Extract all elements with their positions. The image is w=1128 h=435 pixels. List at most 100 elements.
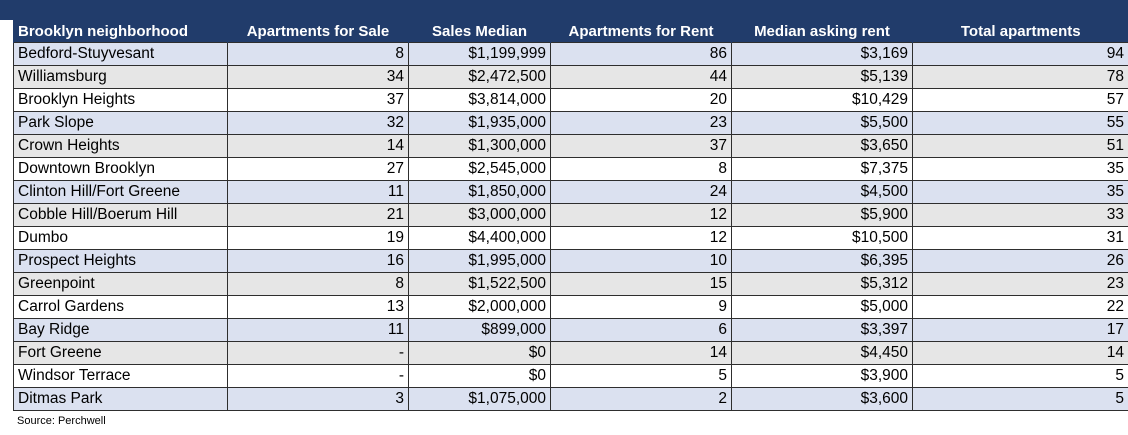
table-row: Williamsburg 34 $2,472,500 44 $5,139 78 (13, 65, 1128, 89)
asking-rent-cell: $7,375 (731, 157, 913, 181)
neighborhood-cell: Windsor Terrace (13, 364, 228, 388)
for-rent-cell: 12 (550, 226, 732, 250)
total-cell: 26 (912, 249, 1128, 273)
table-row: Ditmas Park 3 $1,075,000 2 $3,600 5 (13, 387, 1128, 411)
for-rent-cell: 6 (550, 318, 732, 342)
table-row: Bay Ridge 11 $899,000 6 $3,397 17 (13, 318, 1128, 342)
total-cell: 51 (912, 134, 1128, 158)
neighborhood-cell: Carrol Gardens (13, 295, 228, 319)
sales-median-cell: $1,935,000 (408, 111, 551, 135)
for-rent-cell: 37 (550, 134, 732, 158)
table-row: Crown Heights 14 $1,300,000 37 $3,650 51 (13, 134, 1128, 158)
neighborhood-cell: Crown Heights (13, 134, 228, 158)
table-body: Bedford-Stuyvesant 8 $1,199,999 86 $3,169 94 W… (13, 42, 1128, 411)
asking-rent-cell: $6,395 (731, 249, 913, 273)
total-cell: 17 (912, 318, 1128, 342)
sales-median-cell: $1,995,000 (408, 249, 551, 273)
table-row: Cobble Hill/Boerum Hill 21 $3,000,000 12 $5,… (13, 203, 1128, 227)
asking-rent-cell: $5,900 (731, 203, 913, 227)
asking-rent-cell: $3,900 (731, 364, 913, 388)
column-header-neighborhood: Brooklyn neighborhood (13, 20, 228, 43)
sales-median-cell: $2,472,500 (408, 65, 551, 89)
sales-median-cell: $3,000,000 (408, 203, 551, 227)
for-rent-cell: 15 (550, 272, 732, 296)
asking-rent-cell: $4,450 (731, 341, 913, 365)
for-rent-cell: 20 (550, 88, 732, 112)
sales-median-cell: $2,000,000 (408, 295, 551, 319)
asking-rent-cell: $4,500 (731, 180, 913, 204)
total-cell: 33 (912, 203, 1128, 227)
sales-median-cell: $899,000 (408, 318, 551, 342)
asking-rent-cell: $5,500 (731, 111, 913, 135)
sales-median-cell: $1,522,500 (408, 272, 551, 296)
table-row: Dumbo 19 $4,400,000 12 $10,500 31 (13, 226, 1128, 250)
column-header-sales-median: Sales Median (408, 20, 551, 43)
for-sale-cell: 19 (227, 226, 409, 250)
for-sale-cell: 32 (227, 111, 409, 135)
sales-median-cell: $0 (408, 341, 551, 365)
column-header-for-rent: Apartments for Rent (550, 20, 732, 43)
for-rent-cell: 23 (550, 111, 732, 135)
asking-rent-cell: $5,000 (731, 295, 913, 319)
total-cell: 78 (912, 65, 1128, 89)
total-cell: 31 (912, 226, 1128, 250)
column-header-asking-rent: Median asking rent (731, 20, 913, 43)
for-sale-cell: 11 (227, 318, 409, 342)
table-row: Prospect Heights 16 $1,995,000 10 $6,395 26 (13, 249, 1128, 273)
neighborhood-cell: Fort Greene (13, 341, 228, 365)
asking-rent-cell: $3,600 (731, 387, 913, 411)
asking-rent-cell: $10,429 (731, 88, 913, 112)
sales-median-cell: $0 (408, 364, 551, 388)
for-sale-cell: 27 (227, 157, 409, 181)
sales-median-cell: $1,850,000 (408, 180, 551, 204)
for-sale-cell: 16 (227, 249, 409, 273)
sales-median-cell: $3,814,000 (408, 88, 551, 112)
table-header-row: Brooklyn neighborhood Apartments for Sale… (13, 20, 1128, 43)
total-cell: 55 (912, 111, 1128, 135)
source-note: Source: Perchwell (17, 415, 106, 427)
for-sale-cell: 3 (227, 387, 409, 411)
asking-rent-cell: $5,139 (731, 65, 913, 89)
neighborhood-cell: Downtown Brooklyn (13, 157, 228, 181)
total-cell: 94 (912, 42, 1128, 66)
table-row: Fort Greene - $0 14 $4,450 14 (13, 341, 1128, 365)
total-cell: 35 (912, 157, 1128, 181)
total-cell: 23 (912, 272, 1128, 296)
for-sale-cell: 21 (227, 203, 409, 227)
total-cell: 22 (912, 295, 1128, 319)
for-rent-cell: 8 (550, 157, 732, 181)
for-sale-cell: 34 (227, 65, 409, 89)
table-row: Downtown Brooklyn 27 $2,545,000 8 $7,375 35 (13, 157, 1128, 181)
for-sale-cell: - (227, 341, 409, 365)
neighborhood-cell: Greenpoint (13, 272, 228, 296)
table-row: Park Slope 32 $1,935,000 23 $5,500 55 (13, 111, 1128, 135)
asking-rent-cell: $3,397 (731, 318, 913, 342)
sales-median-cell: $2,545,000 (408, 157, 551, 181)
for-sale-cell: - (227, 364, 409, 388)
for-sale-cell: 11 (227, 180, 409, 204)
table-row: Brooklyn Heights 37 $3,814,000 20 $10,429 57 (13, 88, 1128, 112)
sales-median-cell: $1,199,999 (408, 42, 551, 66)
neighborhood-cell: Bay Ridge (13, 318, 228, 342)
column-header-for-sale: Apartments for Sale (227, 20, 409, 43)
apartments-table: Brooklyn neighborhood Apartments for Sale… (13, 20, 1128, 411)
for-sale-cell: 14 (227, 134, 409, 158)
neighborhood-cell: Park Slope (13, 111, 228, 135)
neighborhood-cell: Prospect Heights (13, 249, 228, 273)
for-rent-cell: 2 (550, 387, 732, 411)
column-header-total: Total apartments (912, 20, 1128, 43)
for-rent-cell: 14 (550, 341, 732, 365)
neighborhood-cell: Williamsburg (13, 65, 228, 89)
neighborhood-cell: Clinton Hill/Fort Greene (13, 180, 228, 204)
for-rent-cell: 5 (550, 364, 732, 388)
total-cell: 35 (912, 180, 1128, 204)
asking-rent-cell: $3,169 (731, 42, 913, 66)
for-sale-cell: 8 (227, 272, 409, 296)
table-row: Bedford-Stuyvesant 8 $1,199,999 86 $3,169 94 (13, 42, 1128, 66)
neighborhood-cell: Dumbo (13, 226, 228, 250)
asking-rent-cell: $10,500 (731, 226, 913, 250)
for-rent-cell: 44 (550, 65, 732, 89)
asking-rent-cell: $5,312 (731, 272, 913, 296)
for-sale-cell: 13 (227, 295, 409, 319)
total-cell: 5 (912, 364, 1128, 388)
